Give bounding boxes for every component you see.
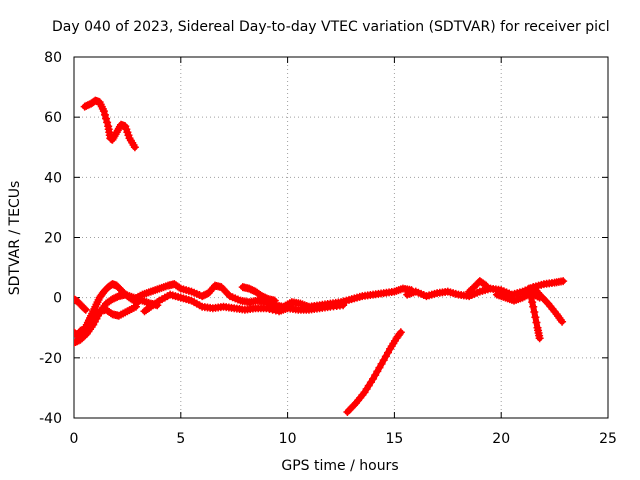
data-point: [270, 296, 279, 305]
x-tick-label: 25: [599, 431, 617, 447]
y-tick-label: -40: [39, 411, 62, 427]
data-point: [81, 305, 90, 314]
series-arc-start-dip: [74, 295, 90, 314]
series-arc-late: [403, 277, 568, 301]
x-tick-label: 5: [176, 431, 185, 447]
series-arc-high: [80, 96, 139, 152]
data-point: [529, 302, 538, 311]
x-tick-label: 20: [492, 431, 510, 447]
x-tick-label: 10: [279, 431, 297, 447]
series-arc-late-low: [492, 289, 544, 305]
y-axis-label: SDTVAR / TECUs: [7, 181, 23, 296]
data-point: [100, 110, 109, 119]
data-point: [558, 317, 567, 326]
data-point: [80, 304, 89, 313]
data-point: [395, 329, 404, 338]
data-point: [103, 118, 112, 127]
y-tick-label: 40: [44, 170, 62, 186]
series-arc-dip-low: [140, 290, 348, 316]
data-point: [531, 313, 540, 322]
series-arc-rise-3: [76, 302, 140, 335]
x-tick-label: 15: [385, 431, 403, 447]
data-point: [532, 318, 541, 327]
y-tick-label: 0: [53, 291, 62, 307]
series-arc-mid-upper: [238, 283, 279, 305]
data-point: [482, 281, 491, 290]
series-arc-steep-down: [343, 328, 405, 416]
chart-title: Day 040 of 2023, Sidereal Day-to-day VTE…: [52, 19, 610, 35]
data-point: [80, 304, 89, 313]
series-arc-late-peak: [465, 277, 491, 296]
data-point: [530, 307, 539, 316]
data-point: [130, 143, 139, 152]
y-tick-label: -20: [39, 351, 62, 367]
x-axis-label: GPS time / hours: [281, 458, 398, 474]
y-tick-label: 20: [44, 231, 62, 247]
data-point: [556, 315, 565, 324]
data-point: [102, 114, 111, 123]
axes: 0 5 10 15 20 25 -40 -20 0 20 40 60 80: [39, 50, 617, 447]
data-point: [535, 334, 544, 343]
data-point: [131, 302, 140, 311]
x-tick-label: 0: [70, 431, 79, 447]
y-tick-label: 80: [44, 50, 62, 66]
series-layer: [74, 96, 568, 416]
data-point: [175, 283, 184, 292]
data-point: [396, 328, 405, 337]
y-tick-label: 60: [44, 110, 62, 126]
data-point: [559, 277, 568, 286]
data-point: [99, 107, 108, 116]
data-point: [528, 298, 537, 307]
data-point: [535, 293, 544, 302]
data-point: [339, 301, 348, 310]
data-point: [480, 280, 489, 289]
